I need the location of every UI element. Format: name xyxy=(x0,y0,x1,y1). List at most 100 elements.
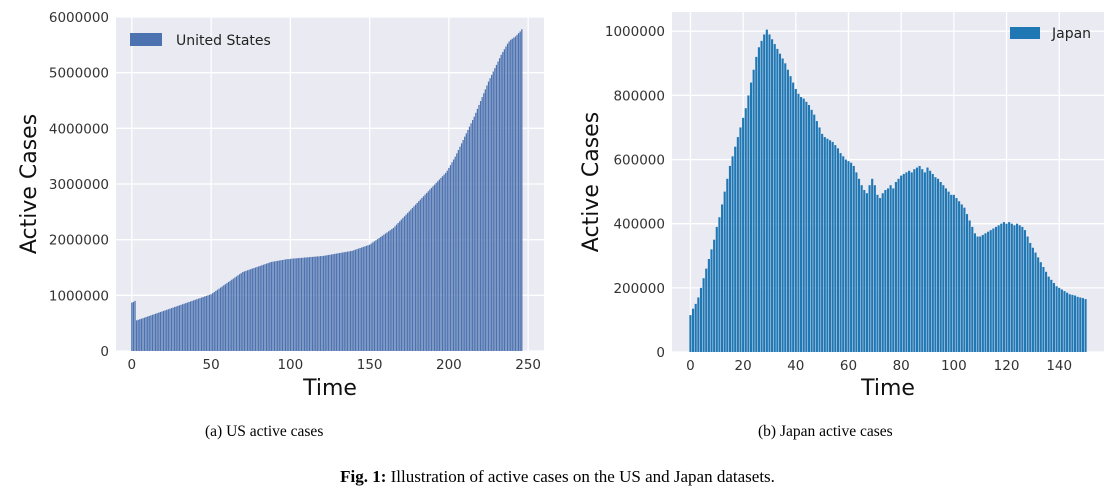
us-bar xyxy=(464,136,466,351)
us-bar xyxy=(468,126,471,351)
us-bar xyxy=(365,245,368,351)
japan-bar xyxy=(823,137,826,352)
japan-bar xyxy=(1016,223,1019,352)
us-bar xyxy=(413,206,415,351)
japan-bar xyxy=(1010,223,1013,352)
us-bar xyxy=(259,265,261,351)
us-bar xyxy=(448,167,450,351)
japan-bar xyxy=(1081,298,1084,352)
us-bar xyxy=(177,305,179,351)
us-bar xyxy=(175,306,177,351)
us-bar xyxy=(183,303,185,351)
us-bar xyxy=(394,226,396,351)
us-bar xyxy=(267,263,269,351)
us-bar xyxy=(240,273,242,351)
us-bar xyxy=(489,78,491,351)
us-bar xyxy=(261,265,263,351)
us-bar xyxy=(294,258,296,351)
japan-bar xyxy=(892,188,895,352)
japan-bar xyxy=(697,297,700,352)
japan-bar xyxy=(747,95,750,353)
us-bar xyxy=(472,119,474,351)
us-bar xyxy=(132,302,135,351)
us-chart: 0 1000000 2000000 3000000 4000000 5000000 6000… xyxy=(17,10,544,401)
us-bar xyxy=(342,252,344,351)
us-bar xyxy=(216,289,219,351)
us-bar xyxy=(275,261,277,351)
us-bar xyxy=(180,304,182,351)
us-bar xyxy=(330,254,333,351)
us-bar xyxy=(349,251,352,351)
us-bar xyxy=(502,52,504,351)
japan-bar xyxy=(1000,223,1003,352)
japan-bar xyxy=(778,53,782,352)
us-bar xyxy=(223,285,225,351)
us-bar xyxy=(441,176,444,351)
us-bar xyxy=(167,309,169,351)
us-bar xyxy=(381,235,383,351)
us-bar xyxy=(483,93,485,351)
us-bar xyxy=(319,256,322,351)
japan-bar xyxy=(818,127,821,352)
japan-bar xyxy=(844,159,847,352)
us-bar xyxy=(292,258,295,351)
us-bar xyxy=(170,308,173,351)
japan-legend-swatch xyxy=(1010,27,1040,39)
us-bar xyxy=(284,259,287,351)
us-bar xyxy=(389,230,391,351)
us-x-tick-label: 200 xyxy=(436,357,462,373)
us-bar xyxy=(475,112,477,351)
us-bar xyxy=(210,294,212,351)
us-bar xyxy=(384,233,387,351)
japan-bar xyxy=(699,287,703,352)
us-bar xyxy=(440,177,442,351)
us-bar xyxy=(405,214,407,351)
japan-bar xyxy=(707,258,710,352)
japan-bar xyxy=(1071,294,1074,352)
japan-x-tick-label: 80 xyxy=(893,358,910,374)
japan-x-tick-label: 0 xyxy=(686,358,695,374)
us-bar xyxy=(495,64,498,352)
us-bar xyxy=(207,295,209,351)
us-bar xyxy=(445,172,447,351)
us-x-tick-labels: 0 50 100 150 200 250 xyxy=(128,357,541,373)
japan-bar xyxy=(689,315,692,352)
japan-bar xyxy=(757,47,760,352)
us-bar xyxy=(521,29,523,351)
japan-bar xyxy=(847,161,850,352)
japan-bar xyxy=(1034,252,1037,352)
japan-bar xyxy=(771,39,774,352)
japan-bar xyxy=(1076,296,1079,352)
japan-bar xyxy=(1060,289,1063,352)
japan-bar xyxy=(963,207,966,352)
us-bar xyxy=(497,61,499,351)
us-x-tick-label: 50 xyxy=(203,357,220,373)
japan-bar xyxy=(850,162,853,352)
us-bar xyxy=(351,250,353,351)
japan-subcaption: (b) Japan active cases xyxy=(758,423,893,440)
us-bar xyxy=(484,89,486,352)
us-bar xyxy=(453,159,455,351)
us-bar xyxy=(218,288,220,351)
us-bar xyxy=(243,271,246,351)
us-bar xyxy=(348,251,350,351)
us-bar xyxy=(372,242,374,351)
japan-bar xyxy=(713,239,716,352)
us-bar xyxy=(402,217,404,351)
us-bar xyxy=(403,216,406,351)
us-bar xyxy=(153,314,155,351)
us-bar xyxy=(185,303,187,351)
us-bar xyxy=(278,260,280,351)
japan-legend: Japan xyxy=(1010,26,1091,42)
us-bar xyxy=(513,37,515,351)
japan-bar xyxy=(952,194,955,352)
us-legend: United States xyxy=(130,33,271,49)
us-bar xyxy=(476,108,479,351)
us-bar xyxy=(435,182,437,351)
us-legend-label: United States xyxy=(176,33,271,49)
japan-bar xyxy=(931,173,934,352)
us-bar xyxy=(196,299,198,351)
us-bar xyxy=(362,246,364,351)
japan-bar xyxy=(1066,292,1069,352)
japan-y-tick-label: 1000000 xyxy=(605,24,665,40)
